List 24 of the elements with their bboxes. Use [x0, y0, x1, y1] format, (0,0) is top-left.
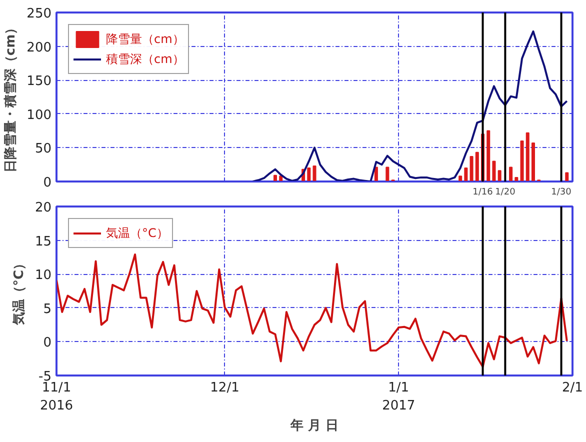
y-tick-label: 250	[26, 6, 52, 22]
y-tick-label: 50	[34, 142, 52, 157]
legend-label: 積雪深（cm）	[106, 50, 184, 68]
y-tick-label: 200	[26, 40, 52, 56]
y-tick-label: 5	[43, 302, 52, 317]
y-tick-label: 15	[34, 234, 52, 250]
y-axis-title: 気温（°C）	[12, 256, 27, 326]
x-tick-label: 1/1 2017	[382, 380, 416, 414]
legend-label: 気温（°C）	[106, 224, 168, 242]
y-tick-label: 150	[26, 74, 52, 90]
x-tick-label: 2/1	[562, 380, 583, 396]
ref-line-label: 1/20	[495, 188, 516, 198]
ref-line-label: 1/16	[472, 188, 494, 198]
legend-label: 降雪量（cm）	[106, 30, 184, 48]
y-tick-label: 0	[43, 176, 52, 190]
y-tick-label: 20	[34, 200, 52, 216]
ref-line-label: 1/30	[551, 188, 572, 198]
y-tick-label: 0	[43, 336, 52, 351]
y-axis-title: 日降雪量・積雪深（cm）	[4, 21, 19, 173]
x-tick-label: 11/1 2016	[40, 380, 74, 414]
y-tick-label: 100	[26, 108, 52, 123]
x-tick-label: 12/1	[210, 380, 240, 396]
y-tick-label: 10	[34, 268, 52, 284]
x-axis-title: 年 月 日	[289, 418, 339, 434]
